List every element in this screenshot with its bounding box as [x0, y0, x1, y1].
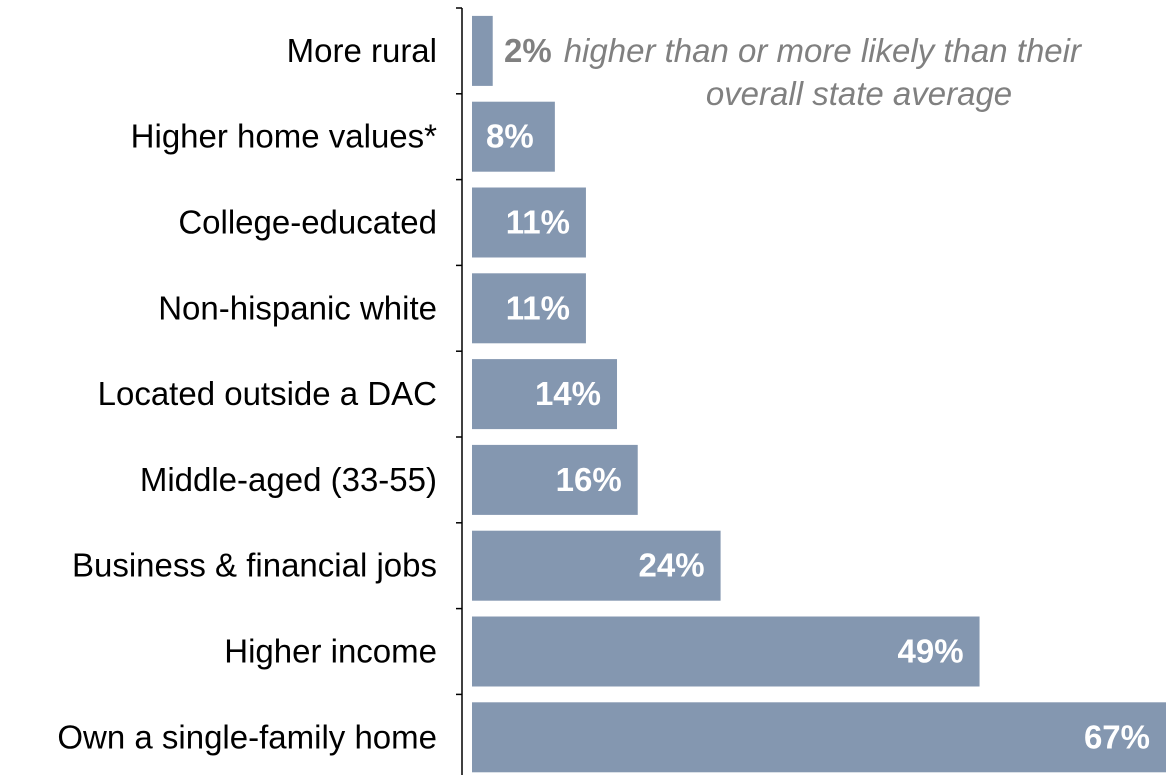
category-label: Own a single-family home: [57, 718, 437, 755]
value-label: 11%: [506, 204, 570, 241]
category-label: Higher home values*: [131, 118, 437, 155]
category-label: College-educated: [178, 204, 437, 241]
annotation-line-1-text: higher than or more likely than their: [564, 32, 1083, 69]
bar: [472, 15, 493, 86]
value-label: 14%: [535, 375, 601, 412]
category-label: Higher income: [224, 633, 437, 670]
bar: [472, 616, 980, 687]
bar: [472, 444, 638, 515]
value-label: 11%: [506, 289, 570, 326]
bar: [472, 702, 1166, 773]
bar: [472, 187, 586, 258]
bar: [472, 359, 618, 430]
category-label: Located outside a DAC: [98, 375, 437, 412]
bar: [472, 101, 555, 172]
value-label: 24%: [639, 547, 705, 584]
annotation-line-2: overall state average: [706, 75, 1012, 112]
bar: [472, 273, 586, 344]
value-label: 49%: [897, 633, 963, 670]
category-label: Middle-aged (33-55): [140, 461, 437, 498]
value-label: 8%: [486, 118, 534, 155]
bar: [472, 530, 721, 601]
value-label: 16%: [556, 461, 622, 498]
category-label: Non-hispanic white: [158, 289, 437, 326]
value-label: 2%: [504, 32, 552, 69]
value-label: 67%: [1084, 718, 1150, 755]
category-label: Business & financial jobs: [72, 547, 437, 584]
annotation-line-1: higher than or more likely than their: [564, 32, 1083, 69]
category-label: More rural: [287, 32, 437, 69]
